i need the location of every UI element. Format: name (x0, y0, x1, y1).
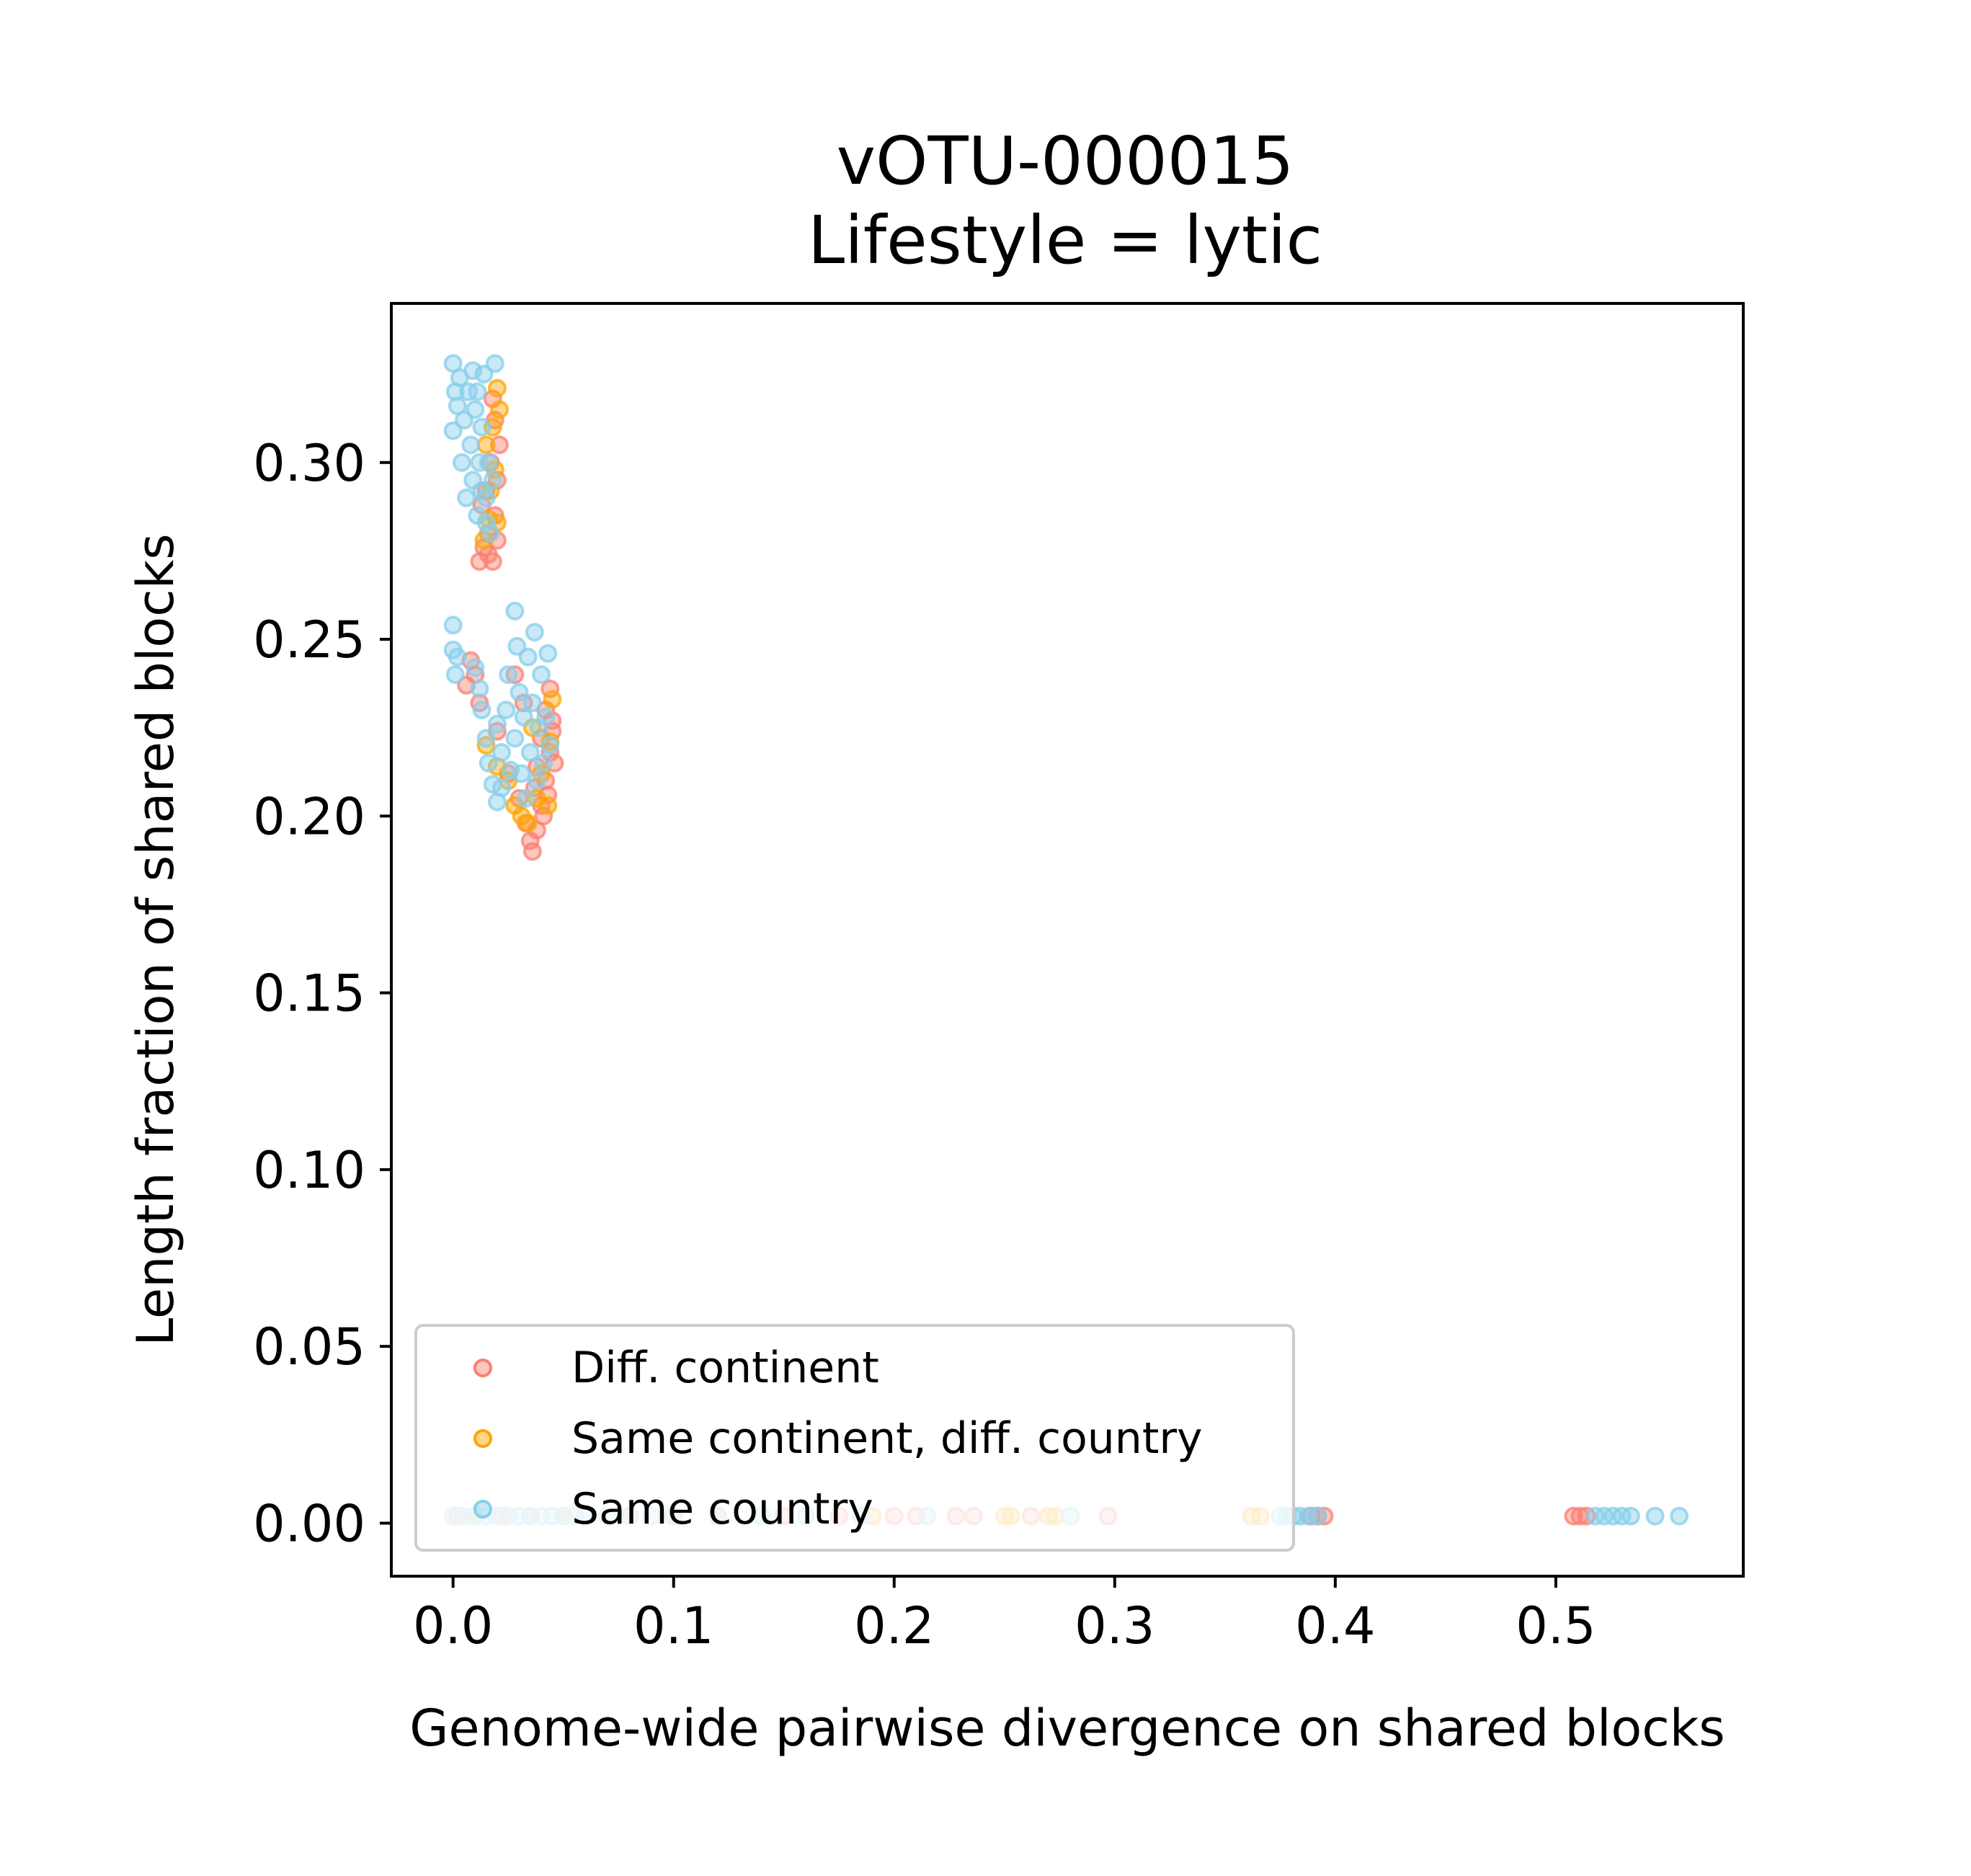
point-series-2-33 (479, 753, 498, 773)
point-series-2-21 (468, 382, 487, 401)
legend-label-diff-continent: Diff. continent (571, 1343, 879, 1393)
chart-title: vOTU-000015 (837, 123, 1294, 200)
point-series-2-19 (483, 471, 502, 490)
x-tick-label-2: 0.2 (854, 1596, 934, 1655)
point-series-2-37 (492, 743, 511, 762)
point-series-1-8 (490, 400, 509, 419)
point-series-2-2 (443, 421, 463, 440)
point-series-2-25 (443, 615, 463, 635)
point-series-2-14 (472, 417, 491, 437)
y-tick-label-0: 0.00 (253, 1494, 365, 1553)
y-axis-ticks: 0.00 0.05 0.10 0.15 0.20 0.25 0.30 (253, 434, 391, 1553)
y-tick-label-1: 0.05 (253, 1317, 365, 1377)
point-series-2-9 (461, 435, 481, 455)
legend-label-same-country: Same country (571, 1484, 873, 1534)
point-series-2-32 (476, 729, 496, 748)
point-series-2-39 (499, 665, 518, 685)
y-tick-label-3: 0.15 (253, 964, 365, 1023)
plot-frame (390, 302, 1745, 1578)
y-tick-label-6: 0.30 (253, 434, 365, 493)
y-tick-label-2: 0.10 (253, 1141, 365, 1200)
x-tick-label-0: 0.0 (413, 1596, 493, 1655)
point-series-2-41 (505, 729, 525, 748)
point-series-2-47 (518, 647, 538, 667)
y-tick-label-4: 0.20 (253, 787, 365, 846)
point-series-2-42 (507, 636, 527, 656)
point-series-2-31 (472, 701, 491, 720)
legend-marker-same-continent (473, 1429, 492, 1448)
point-series-2-5 (452, 453, 471, 472)
point-series-2-45 (514, 707, 533, 726)
point-series-2-58 (505, 601, 525, 621)
point-series-2-35 (487, 714, 507, 734)
y-tick-label-5: 0.25 (253, 610, 365, 670)
point-series-2-94 (1645, 1506, 1665, 1526)
point-series-0-6 (490, 435, 509, 455)
x-tick-label-5: 0.5 (1516, 1596, 1596, 1655)
point-series-2-48 (520, 743, 540, 762)
point-series-2-49 (522, 693, 542, 713)
legend-marker-diff-continent (473, 1359, 492, 1377)
point-series-2-50 (525, 623, 544, 642)
point-series-2-51 (528, 771, 546, 791)
point-series-2-38 (497, 701, 516, 720)
point-series-2-17 (479, 453, 498, 472)
point-series-1-7 (476, 435, 496, 455)
point-series-2-59 (492, 778, 511, 798)
point-series-2-23 (463, 361, 483, 381)
point-series-2-43 (510, 683, 529, 702)
point-series-2-24 (476, 513, 496, 533)
point-series-2-11 (466, 400, 485, 419)
point-series-2-56 (538, 644, 558, 663)
x-tick-label-1: 0.1 (633, 1596, 713, 1655)
point-series-2-22 (472, 481, 491, 500)
point-series-2-28 (448, 647, 467, 667)
point-series-2-44 (512, 764, 531, 783)
point-series-2-27 (445, 665, 465, 685)
point-series-2-7 (457, 488, 476, 507)
legend-marker-same-country (473, 1500, 492, 1519)
legend-label-same-continent: Same continent, diff. country (571, 1413, 1203, 1464)
point-series-2-54 (534, 753, 553, 773)
point-series-2-93 (1621, 1506, 1640, 1526)
y-axis-label: Length fraction of shared blocks (126, 533, 185, 1346)
point-series-2-30 (470, 679, 489, 698)
point-series-1-14 (518, 814, 538, 833)
x-tick-label-3: 0.3 (1075, 1596, 1154, 1655)
point-series-2-46 (516, 788, 535, 808)
point-series-1-20 (543, 690, 562, 709)
point-series-2-88 (1308, 1506, 1327, 1526)
point-series-2-6 (455, 410, 473, 430)
x-axis-ticks: 0.0 0.1 0.2 0.3 0.4 0.5 (413, 1576, 1596, 1655)
point-series-2-95 (1670, 1506, 1689, 1526)
point-series-0-23 (522, 842, 542, 861)
point-series-2-53 (532, 665, 551, 685)
point-series-2-55 (536, 707, 556, 726)
point-series-2-57 (540, 736, 560, 755)
point-series-2-20 (485, 354, 504, 373)
x-tick-label-4: 0.4 (1295, 1596, 1375, 1655)
point-series-1-16 (538, 796, 558, 815)
chart-subtitle: Lifestyle = lytic (808, 202, 1322, 279)
point-series-2-29 (466, 658, 485, 677)
legend-box (414, 1324, 1295, 1552)
legend: Diff. continent Same continent, diff. co… (414, 1324, 1295, 1552)
x-axis-label: Genome-wide pairwise divergence on share… (409, 1699, 1725, 1758)
point-series-1-5 (487, 378, 507, 398)
